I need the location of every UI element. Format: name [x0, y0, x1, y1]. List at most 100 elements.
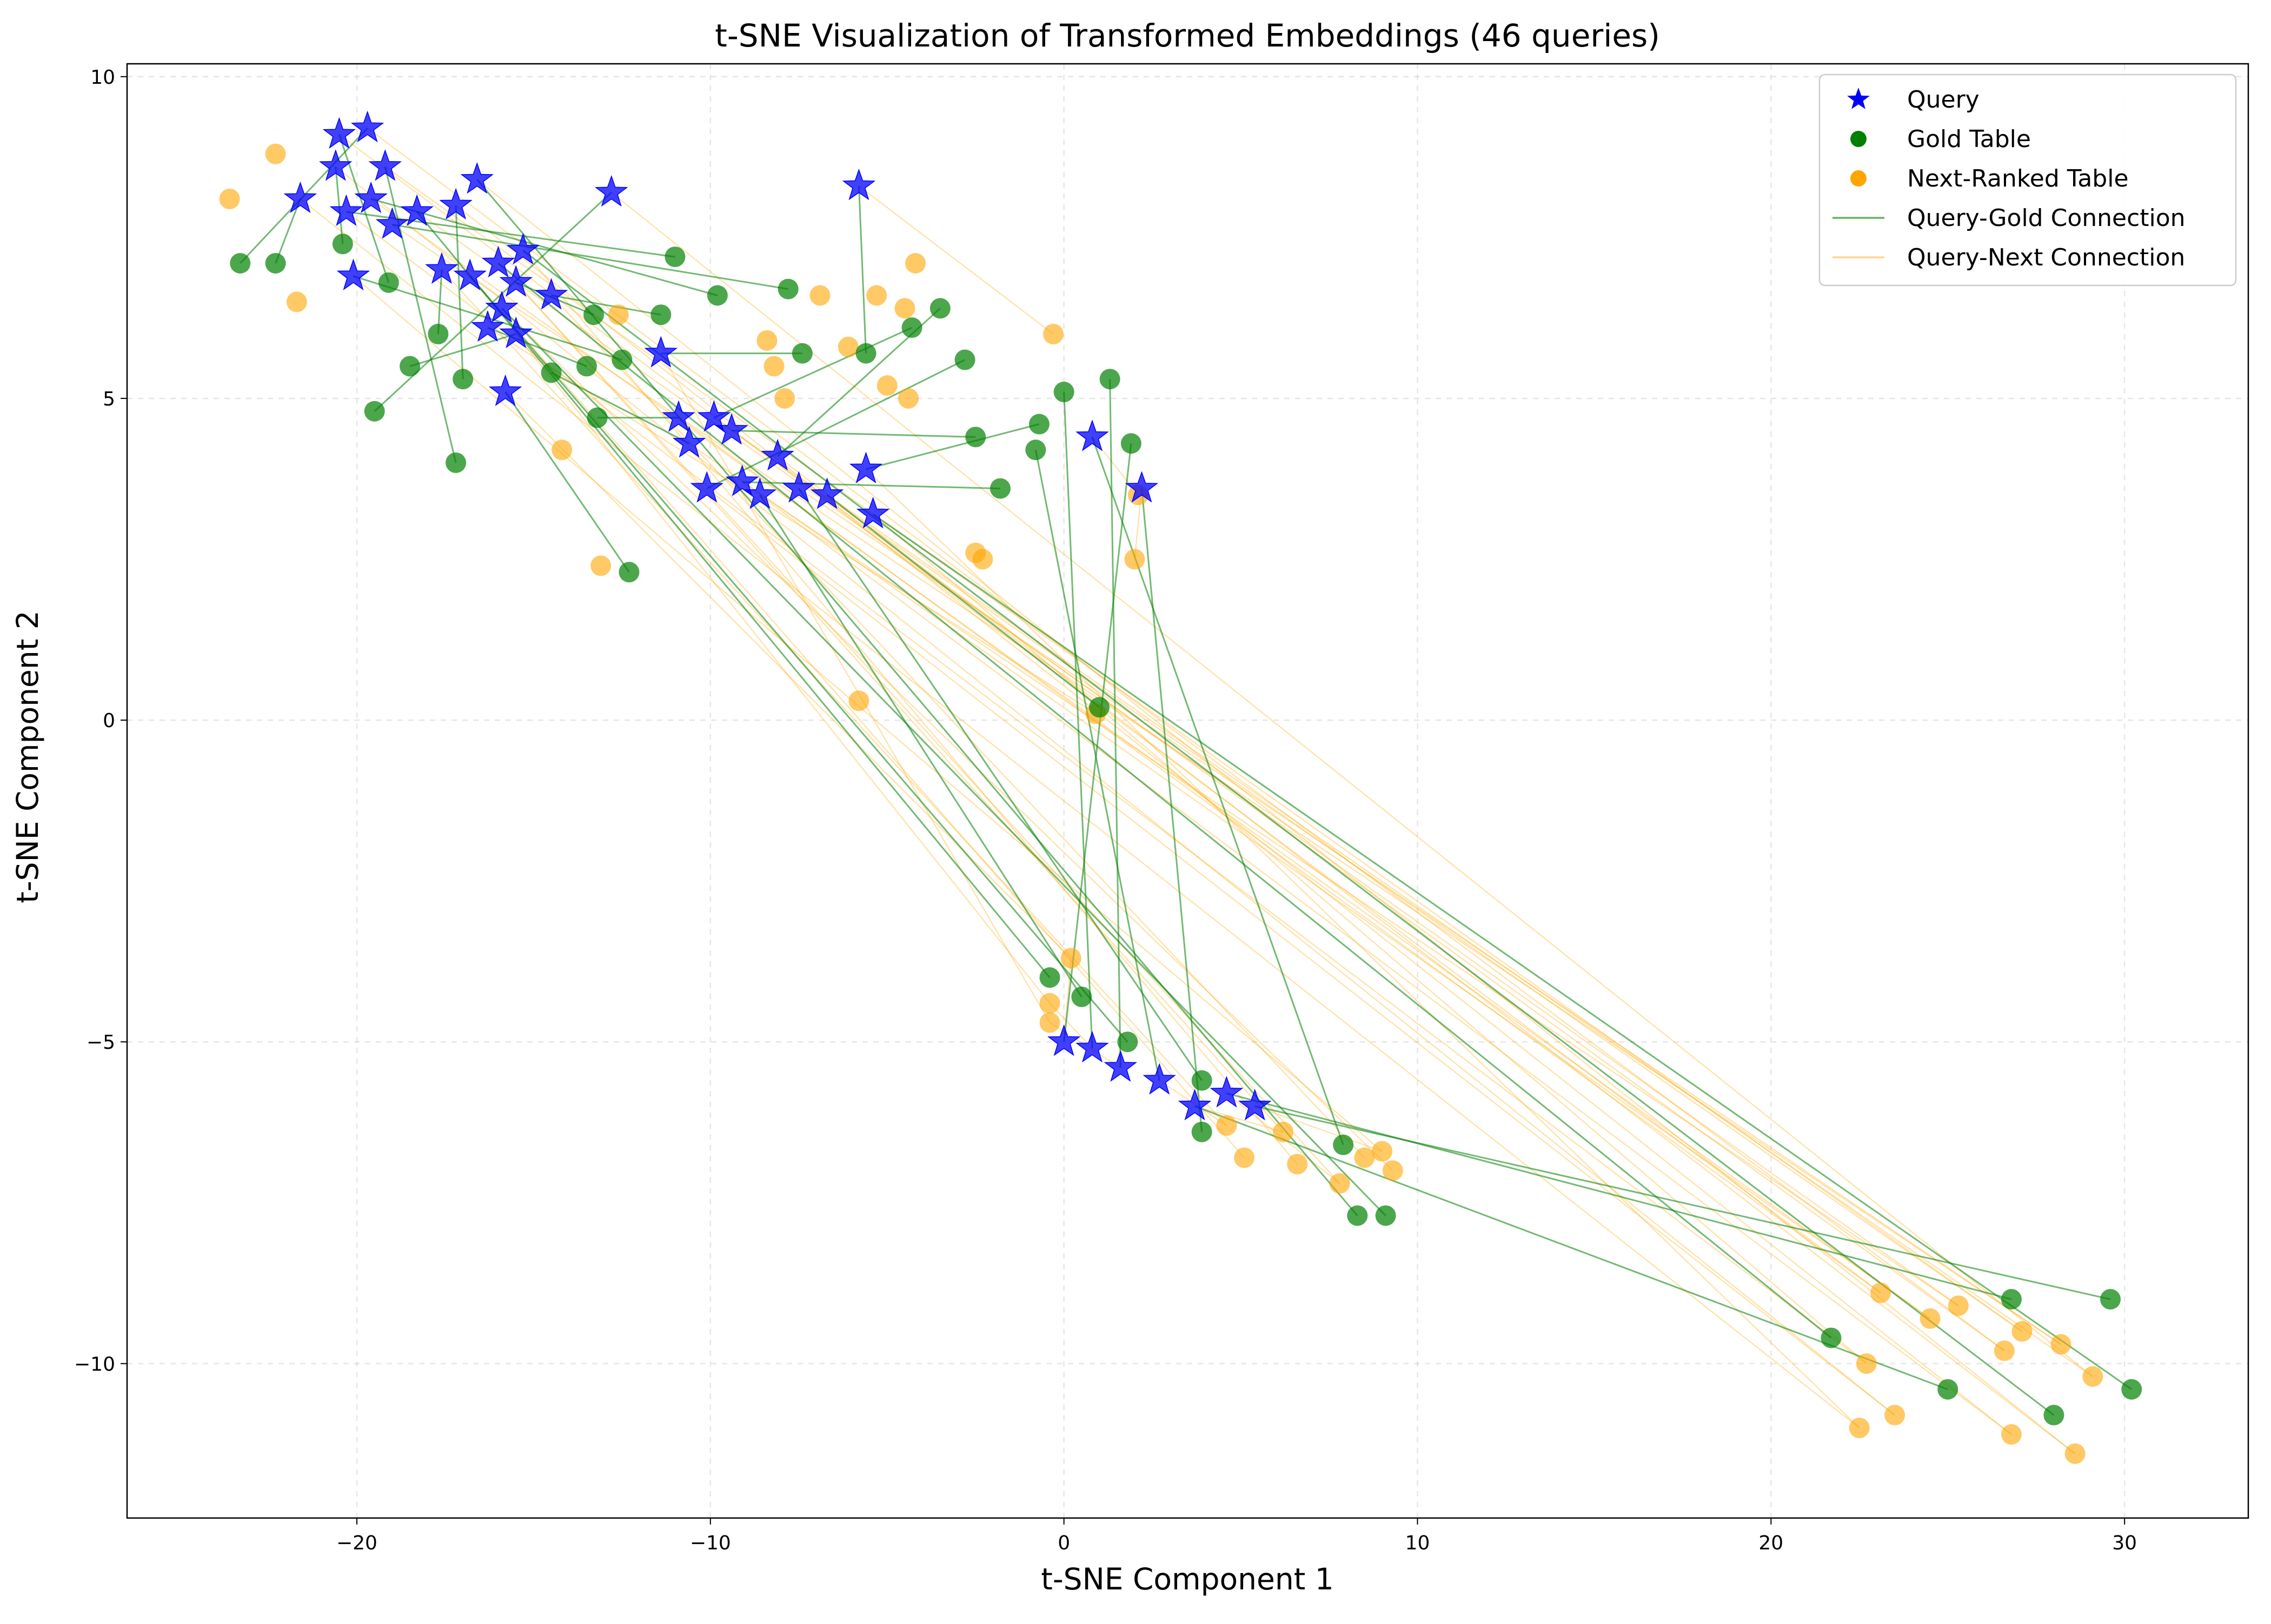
gold-table-point: [619, 562, 640, 583]
query-gold-connection: [858, 186, 867, 354]
gold-table-point: [576, 356, 597, 377]
next-ranked-table-point: [552, 440, 573, 461]
query-next-connection: [798, 488, 2062, 1345]
gold-table-point: [1821, 1327, 1842, 1348]
legend-label: Query-Gold Connection: [1907, 204, 2186, 232]
query-point: [481, 245, 515, 278]
gold-table-point: [707, 285, 728, 306]
query-point: [534, 278, 568, 310]
x-tick-label: 10: [1405, 1532, 1430, 1554]
next-ranked-table-point: [866, 285, 887, 306]
query-point: [1125, 471, 1159, 503]
next-ranked-table-point: [2011, 1321, 2033, 1342]
query-gold-connection: [713, 327, 913, 419]
query-point: [283, 181, 317, 214]
query-next-connection: [522, 250, 1298, 1165]
query-point: [499, 265, 533, 297]
next-ranked-table-point: [1354, 1147, 1375, 1168]
next-ranked-table-point: [1849, 1417, 1870, 1439]
query-point: [697, 400, 731, 432]
next-ranked-table-point: [763, 356, 785, 377]
query-gold-connection: [409, 333, 516, 367]
gold-table-point: [954, 349, 975, 370]
query-point: [322, 117, 356, 149]
next-ranked-table-point: [1043, 323, 1064, 344]
gold-table-point: [855, 343, 876, 364]
query-point: [1238, 1088, 1272, 1121]
query-point: [662, 400, 695, 432]
y-tick-label: −5: [87, 1031, 115, 1054]
query-next-connection: [777, 456, 2076, 1454]
gold-table-point: [612, 349, 633, 370]
gold-table-point: [1071, 986, 1092, 1007]
next-ranked-table-point: [1856, 1353, 1877, 1374]
query-point: [782, 471, 815, 503]
next-ranked-table-point: [608, 304, 629, 325]
query-gold-connection: [826, 494, 1100, 708]
gold-table-point: [990, 478, 1011, 499]
query-point: [439, 188, 473, 219]
query-point: [810, 477, 844, 509]
query-next-connection: [367, 128, 2005, 1352]
next-ranked-table-point: [848, 690, 869, 711]
gold-table-point: [453, 369, 474, 390]
gold-table-point: [230, 252, 251, 274]
x-axis-label: t-SNE Component 1: [1041, 1562, 1334, 1596]
query-next-connection: [865, 469, 1860, 1429]
next-ranked-table-point: [2064, 1443, 2086, 1464]
gold-table-point: [1347, 1205, 1368, 1226]
next-ranked-table-point: [2082, 1366, 2103, 1387]
x-tick-label: 0: [1058, 1532, 1070, 1554]
next-ranked-table-point: [2001, 1424, 2022, 1445]
gold-table-point: [1191, 1070, 1212, 1091]
query-point: [1075, 1030, 1109, 1063]
query-next-connection: [335, 166, 1895, 1416]
gold-table-point: [650, 304, 672, 325]
query-next-connection: [713, 417, 2005, 1352]
legend-label: Gold Table: [1907, 125, 2031, 153]
query-gold-connection: [1254, 1105, 2111, 1300]
query-point: [1210, 1076, 1244, 1108]
query-point: [350, 110, 384, 143]
next-ranked-table-point: [972, 549, 993, 570]
query-next-connection: [1254, 1106, 1383, 1152]
next-ranked-table-point: [1039, 993, 1060, 1014]
gold-table-point: [665, 247, 686, 268]
query-gold-connection: [706, 359, 966, 489]
query-point: [849, 451, 883, 483]
query-gold-connection: [798, 488, 1203, 1081]
y-tick-label: −10: [74, 1353, 115, 1375]
query-next-connection: [731, 430, 2023, 1332]
query-point: [425, 252, 459, 284]
query-point: [595, 175, 628, 207]
next-ranked-table-point: [1884, 1405, 1905, 1426]
next-ranked-table-point: [1273, 1121, 1294, 1142]
query-point: [1178, 1088, 1212, 1121]
query-point: [1143, 1063, 1176, 1095]
next-ranked-table-point: [1060, 948, 1081, 969]
query-gold-connection: [551, 295, 661, 316]
query-gold-connection: [1226, 1092, 2012, 1300]
query-gold-connection: [732, 429, 976, 438]
next-ranked-table-point: [1287, 1154, 1308, 1175]
query-point: [488, 374, 522, 407]
query-point: [506, 232, 540, 265]
query-gold-connection: [469, 275, 1128, 1043]
query-next-connection: [370, 198, 1931, 1319]
y-tick-label: 0: [103, 710, 115, 732]
query-gold-connection: [504, 391, 630, 573]
legend-box: [1818, 74, 2237, 287]
next-ranked-table-point: [1124, 549, 1145, 570]
query-point: [368, 149, 402, 181]
gold-table-point: [332, 234, 353, 255]
query-gold-connection: [1109, 379, 1121, 1068]
next-ranked-table-point: [898, 388, 919, 409]
next-ranked-table-point: [590, 555, 612, 576]
gold-table-point: [1120, 433, 1141, 454]
legend-label: Query-Next Connection: [1907, 244, 2185, 271]
query-point: [1104, 1050, 1137, 1082]
query-gold-connection: [872, 513, 2133, 1390]
x-tick-label: −20: [336, 1532, 377, 1554]
